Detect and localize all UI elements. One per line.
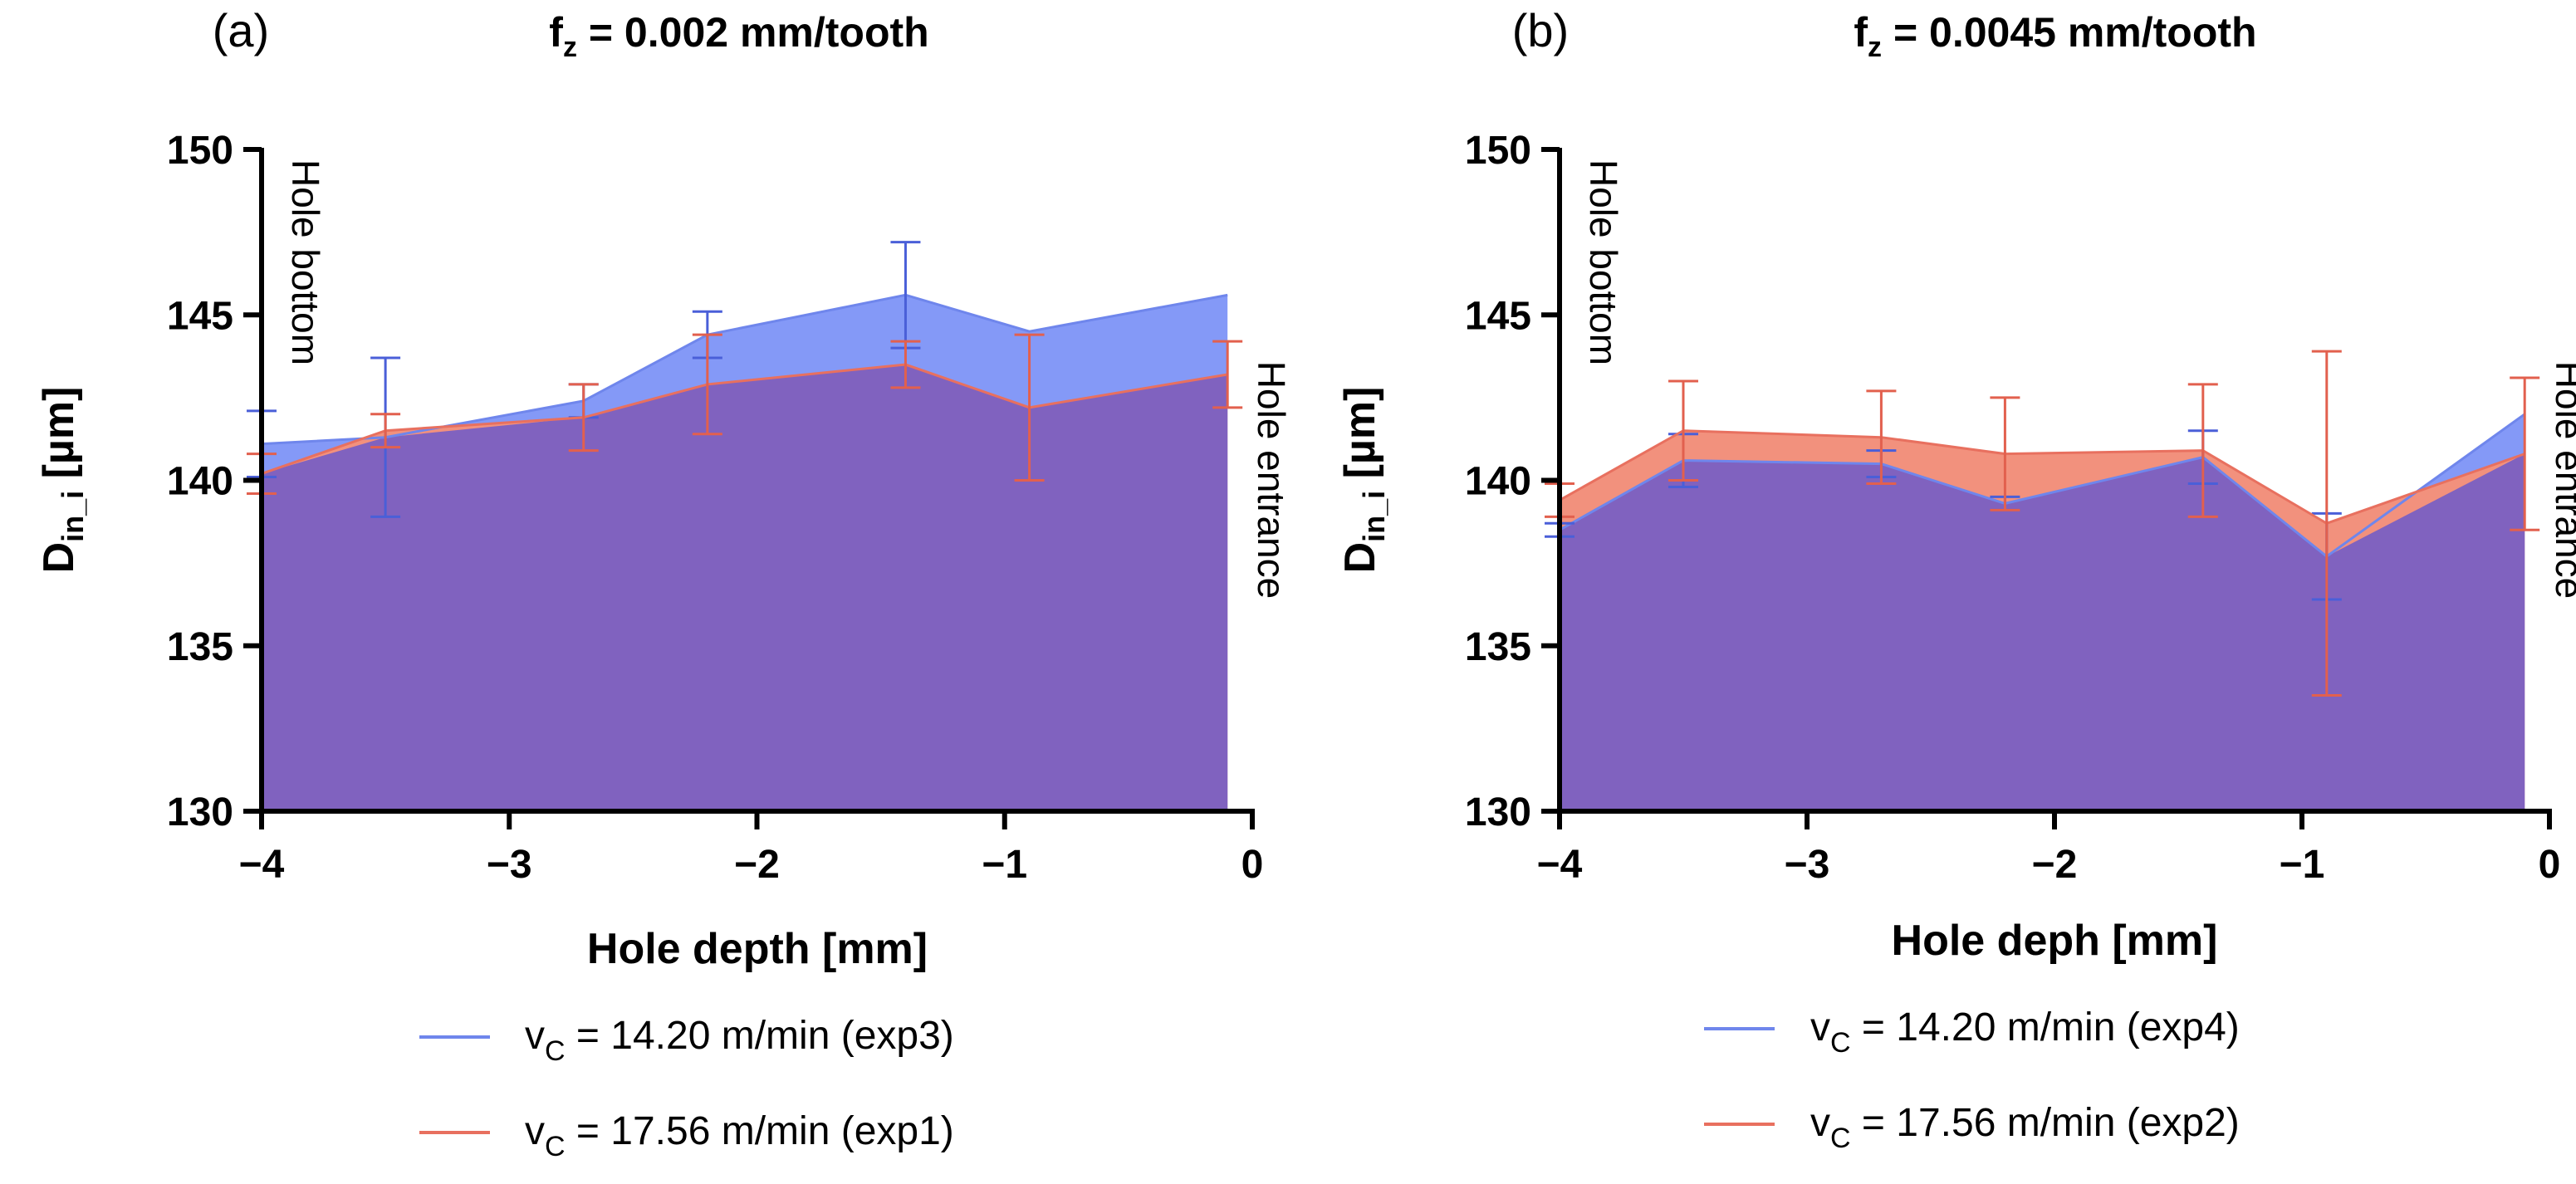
area-overlap: [262, 364, 1228, 811]
legend-label: vC = 14.20 m/min (exp3): [525, 1014, 954, 1067]
panel-label: (a): [213, 4, 269, 56]
annotation-hole-bottom: Hole bottom: [1582, 159, 1625, 365]
x-tick-label: −1: [2280, 843, 2325, 887]
legend-label: vC = 17.56 m/min (exp1): [525, 1109, 954, 1162]
error-bar: [1668, 379, 1698, 482]
legend-entry-1: vC = 14.20 m/min (exp3): [419, 1014, 954, 1067]
x-axis-title: Hole depth [mm]: [587, 925, 928, 973]
error-bar: [2311, 350, 2342, 697]
error-bar: [692, 333, 722, 436]
y-tick-label: 140: [167, 460, 233, 504]
x-tick-label: −4: [239, 843, 285, 887]
error-bar: [1014, 333, 1045, 482]
x-tick-label: −3: [487, 843, 532, 887]
x-tick-label: −2: [734, 843, 780, 887]
x-tick-label: 0: [2539, 843, 2561, 887]
error-bar: [370, 413, 401, 449]
x-tick-label: −4: [1537, 843, 1583, 887]
chart-panel-a: (a) fz = 0.002 mm/tooth 130 135 140 145 150 −4 −…: [35, 4, 1293, 1162]
y-tick-label: 145: [167, 294, 233, 338]
error-bar: [2187, 383, 2218, 518]
x-tick-label: −2: [2032, 843, 2078, 887]
y-tick-label: 140: [1465, 460, 1531, 504]
legend-entry-2: vC = 17.56 m/min (exp2): [1704, 1101, 2240, 1154]
area-overlap: [1560, 453, 2525, 811]
y-axis-title: Din_i [µm]: [1336, 387, 1391, 574]
y-tick-label: 145: [1465, 294, 1531, 338]
x-axis-title: Hole deph [mm]: [1892, 917, 2218, 965]
annotation-hole-entrance: Hole entrance: [1250, 361, 1293, 599]
chart-title: fz = 0.002 mm/tooth: [549, 9, 928, 63]
error-bar: [890, 340, 921, 389]
legend-entry-1: vC = 14.20 m/min (exp4): [1704, 1005, 2240, 1059]
error-bar: [2510, 376, 2540, 531]
y-tick-label: 135: [167, 625, 233, 669]
error-bar: [568, 383, 599, 453]
chart-title: fz = 0.0045 mm/tooth: [1854, 9, 2256, 63]
error-bar: [1866, 389, 1897, 485]
x-tick-label: −1: [982, 843, 1027, 887]
chart-panel-b: (b) fz = 0.0045 mm/tooth 130 135 140 145 150 −4…: [1336, 4, 2576, 1154]
y-axis-title: Din_i [µm]: [35, 387, 90, 574]
y-tick-label: 135: [1465, 625, 1531, 669]
y-tick-label: 150: [167, 129, 233, 173]
annotation-hole-entrance: Hole entrance: [2548, 361, 2576, 599]
legend-label: vC = 17.56 m/min (exp2): [1810, 1101, 2240, 1154]
legend-label: vC = 14.20 m/min (exp4): [1810, 1005, 2240, 1059]
panel-label: (b): [1512, 4, 1569, 56]
y-tick-label: 150: [1465, 129, 1531, 173]
annotation-hole-bottom: Hole bottom: [284, 159, 327, 365]
legend-entry-2: vC = 17.56 m/min (exp1): [419, 1109, 954, 1162]
x-tick-label: 0: [1241, 843, 1264, 887]
y-tick-label: 130: [167, 790, 233, 834]
x-tick-label: −3: [1785, 843, 1830, 887]
error-bar: [1990, 396, 2020, 511]
y-tick-label: 130: [1465, 790, 1531, 834]
error-bar: [1212, 340, 1243, 409]
